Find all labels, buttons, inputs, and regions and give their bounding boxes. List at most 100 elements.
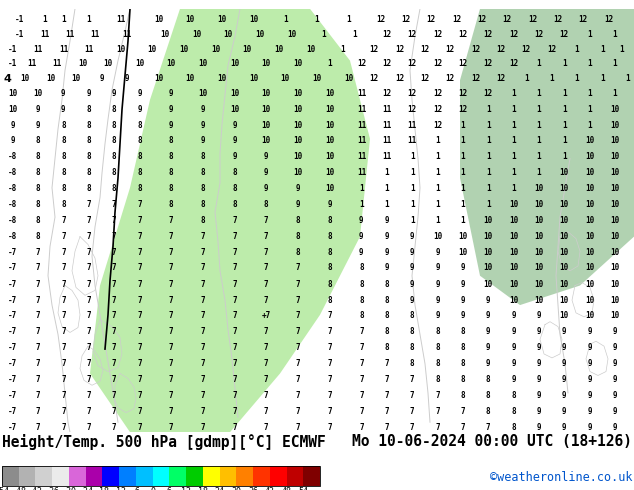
Text: 8: 8 (169, 152, 174, 162)
Text: 7: 7 (384, 407, 389, 416)
Text: 10: 10 (611, 248, 619, 257)
Text: 7: 7 (264, 407, 269, 416)
Text: 1: 1 (549, 74, 554, 83)
Text: 9: 9 (511, 343, 516, 352)
Text: 9: 9 (612, 407, 618, 416)
Text: 8: 8 (511, 391, 516, 400)
Text: 10: 10 (509, 216, 518, 225)
Text: 11: 11 (357, 168, 366, 177)
Text: 8: 8 (137, 121, 142, 130)
Text: 1: 1 (435, 216, 440, 225)
Text: 7: 7 (327, 422, 332, 432)
Text: 1: 1 (486, 105, 491, 114)
Text: 8: 8 (359, 279, 364, 289)
Text: 7: 7 (264, 232, 269, 241)
Text: 7: 7 (86, 343, 91, 352)
Text: 7: 7 (359, 375, 364, 384)
Text: 8: 8 (460, 343, 465, 352)
Text: 7: 7 (232, 248, 237, 257)
Text: 8: 8 (61, 168, 66, 177)
Text: 10: 10 (585, 152, 594, 162)
Text: -8: -8 (8, 168, 17, 177)
Text: 12: 12 (496, 45, 505, 53)
Text: 7: 7 (264, 264, 269, 272)
Text: 8: 8 (460, 391, 465, 400)
Text: 7: 7 (112, 200, 117, 209)
Text: 10: 10 (325, 152, 334, 162)
Text: 1: 1 (562, 152, 567, 162)
Text: 8: 8 (36, 136, 41, 146)
Text: 7: 7 (137, 200, 142, 209)
Text: 12: 12 (446, 45, 455, 53)
Text: 8: 8 (384, 327, 389, 336)
Text: 7: 7 (36, 375, 41, 384)
Text: 1: 1 (384, 168, 389, 177)
Text: 1: 1 (511, 136, 516, 146)
Text: 7: 7 (200, 375, 205, 384)
Text: 54: 54 (298, 487, 308, 490)
Text: 11: 11 (408, 121, 417, 130)
Text: 7: 7 (86, 295, 91, 305)
Text: 10: 10 (585, 232, 594, 241)
Text: 10: 10 (534, 200, 543, 209)
Text: 9: 9 (562, 359, 567, 368)
Text: 1: 1 (460, 121, 465, 130)
Text: 8: 8 (486, 391, 491, 400)
Text: 1: 1 (486, 152, 491, 162)
Text: 8: 8 (61, 121, 66, 130)
Text: 9: 9 (232, 152, 237, 162)
Text: 10: 10 (230, 105, 239, 114)
Text: -7: -7 (8, 327, 17, 336)
Text: 8: 8 (112, 152, 117, 162)
Text: 10: 10 (534, 279, 543, 289)
Text: 12: 12 (604, 15, 613, 24)
Text: 9: 9 (587, 359, 592, 368)
Text: 9: 9 (486, 327, 491, 336)
Text: 7: 7 (169, 232, 174, 241)
Text: 10: 10 (560, 184, 569, 193)
Text: 10: 10 (585, 248, 594, 257)
Text: 8: 8 (327, 216, 332, 225)
Text: 8: 8 (36, 232, 41, 241)
Text: 8: 8 (435, 375, 440, 384)
Text: 9: 9 (536, 422, 541, 432)
Text: 7: 7 (169, 422, 174, 432)
Text: 7: 7 (137, 264, 142, 272)
Text: 7: 7 (232, 232, 237, 241)
Text: 10: 10 (484, 264, 493, 272)
Text: 10: 10 (585, 168, 594, 177)
Text: 7: 7 (36, 295, 41, 305)
Text: 8: 8 (112, 105, 117, 114)
Text: 1: 1 (384, 184, 389, 193)
Text: 7: 7 (112, 295, 117, 305)
Text: 7: 7 (460, 407, 465, 416)
Text: 1: 1 (511, 184, 516, 193)
Text: 1: 1 (460, 184, 465, 193)
Text: 10: 10 (484, 232, 493, 241)
Text: 7: 7 (169, 407, 174, 416)
Text: 7: 7 (295, 343, 301, 352)
Text: 10: 10 (325, 89, 334, 98)
Text: 1: 1 (536, 89, 541, 98)
Text: 1: 1 (612, 89, 618, 98)
Bar (86, 466, 103, 486)
Text: 7: 7 (61, 422, 66, 432)
Text: -7: -7 (8, 391, 17, 400)
Text: 1: 1 (86, 15, 91, 24)
Text: 1: 1 (562, 89, 567, 98)
Text: 7: 7 (295, 359, 301, 368)
Text: 7: 7 (61, 407, 66, 416)
Text: 7: 7 (61, 295, 66, 305)
Text: 8: 8 (486, 407, 491, 416)
Text: 9: 9 (435, 295, 440, 305)
Text: 9: 9 (169, 89, 174, 98)
Text: 9: 9 (612, 375, 618, 384)
Text: 1: 1 (435, 168, 440, 177)
Text: 10: 10 (560, 168, 569, 177)
Text: 7: 7 (169, 279, 174, 289)
Text: 11: 11 (408, 136, 417, 146)
Text: 7: 7 (137, 232, 142, 241)
Text: 7: 7 (264, 295, 269, 305)
Text: 9: 9 (612, 391, 618, 400)
Text: 12: 12 (560, 30, 569, 39)
